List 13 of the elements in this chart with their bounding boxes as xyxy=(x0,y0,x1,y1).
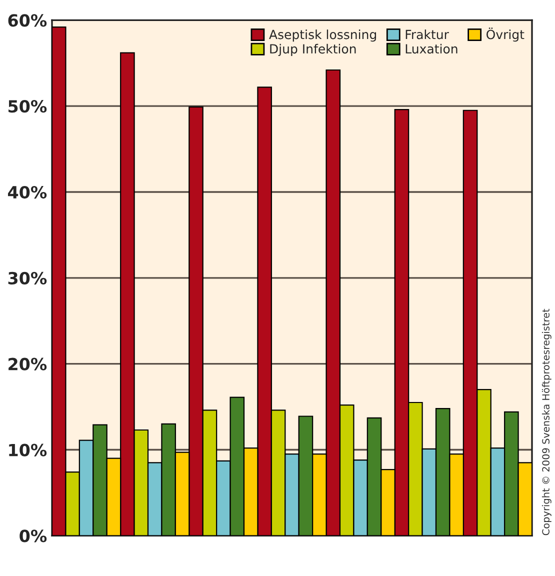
legend-label: Luxation xyxy=(406,44,458,54)
y-tick-label: 30% xyxy=(8,272,47,284)
y-tick-label: 0% xyxy=(20,530,47,542)
legend-label: Övrigt xyxy=(486,28,524,42)
y-tick-label: 60% xyxy=(8,14,47,27)
y-tick-label: 50% xyxy=(8,100,47,113)
y-tick-label: 20% xyxy=(8,358,47,370)
legend-label: Fraktur xyxy=(406,30,449,40)
legend-label: Aseptisk lossning xyxy=(269,30,376,42)
text: Copyright © 2009 Svenska Höftprotesregistret xyxy=(542,308,552,536)
y-tick-label: 40% xyxy=(8,186,47,199)
legend-label: Djup Infektion xyxy=(270,44,356,56)
y-tick-label: 10% xyxy=(9,444,47,456)
